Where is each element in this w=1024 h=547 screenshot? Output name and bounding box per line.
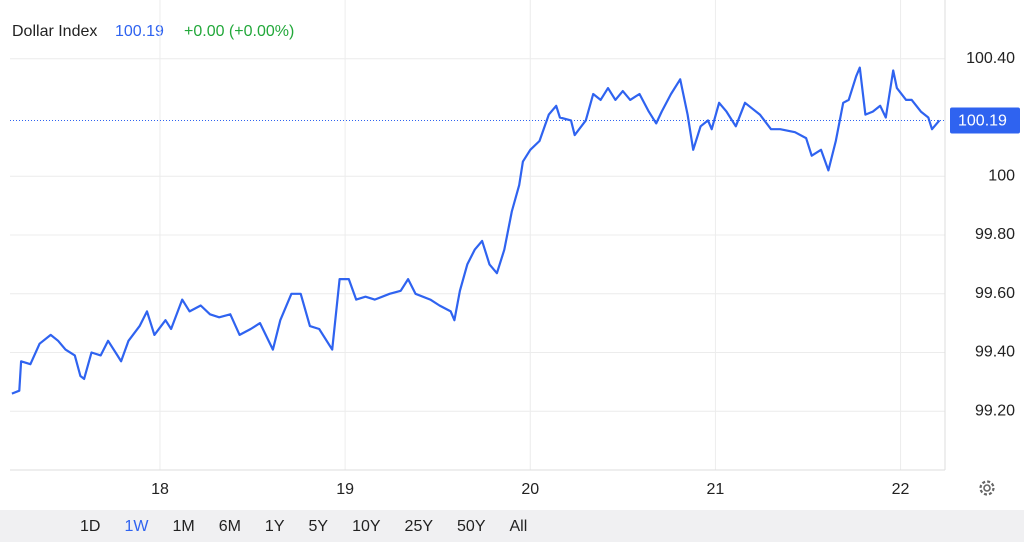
- current-price: 100.19: [115, 23, 164, 40]
- price-change: +0.00 (+0.00%): [184, 23, 294, 40]
- range-button[interactable]: 1D: [80, 518, 100, 535]
- range-button[interactable]: 1W: [124, 518, 149, 535]
- y-tick-label: 100: [988, 167, 1015, 184]
- range-button[interactable]: 6M: [219, 518, 241, 535]
- range-button[interactable]: 1M: [172, 518, 194, 535]
- x-tick-label: 20: [521, 481, 539, 498]
- x-tick-label: 22: [892, 481, 910, 498]
- x-tick-label: 19: [336, 481, 354, 498]
- range-button[interactable]: 50Y: [457, 518, 486, 535]
- x-tick-label: 21: [707, 481, 725, 498]
- y-tick-label: 100.40: [966, 50, 1015, 67]
- chart-title: Dollar Index: [12, 23, 97, 40]
- range-button[interactable]: All: [509, 518, 527, 535]
- y-tick-label: 99.40: [975, 344, 1015, 361]
- settings-icon[interactable]: [979, 480, 995, 496]
- range-button[interactable]: 10Y: [352, 518, 381, 535]
- range-button[interactable]: 5Y: [309, 518, 329, 535]
- price-line: [11, 66, 941, 395]
- price-tag: [950, 107, 1020, 134]
- y-tick-label: 99.80: [975, 226, 1015, 243]
- range-bar: [0, 510, 1024, 542]
- range-button[interactable]: 1Y: [265, 518, 285, 535]
- price-tag-label: 100.19: [958, 113, 1007, 130]
- x-tick-label: 18: [151, 481, 169, 498]
- range-button[interactable]: 25Y: [405, 518, 434, 535]
- y-tick-label: 99.60: [975, 285, 1015, 302]
- y-tick-label: 99.20: [975, 402, 1015, 419]
